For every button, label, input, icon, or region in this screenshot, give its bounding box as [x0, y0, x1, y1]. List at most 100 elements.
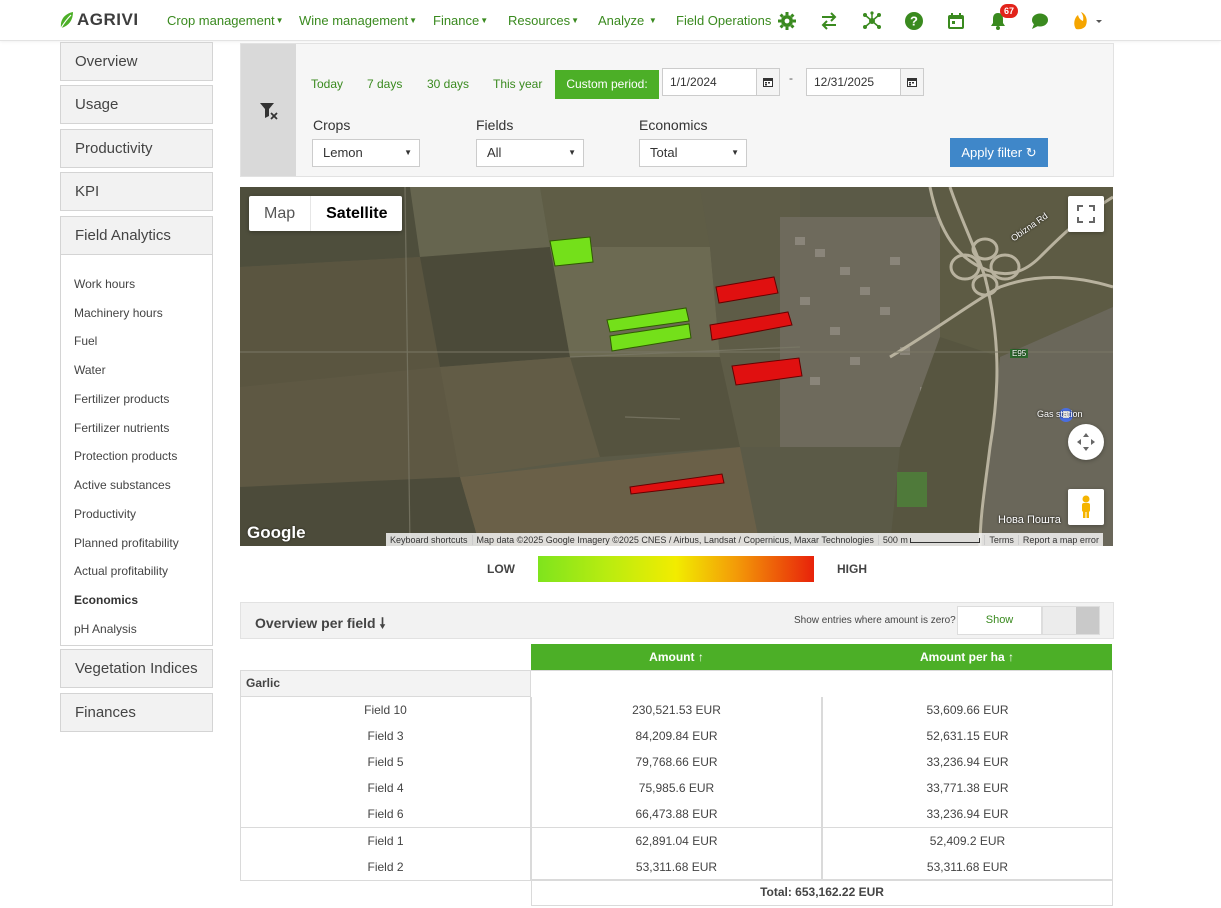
sidebar-link-active-substances[interactable]: Active substances — [74, 478, 171, 492]
map-type-map-button[interactable]: Map — [249, 196, 312, 231]
crops-select-value: Lemon — [323, 145, 363, 160]
field-name-cell: Field 5 — [240, 749, 531, 777]
amount-cell: 66,473.88 EUR — [531, 801, 822, 829]
refresh-icon: ↻ — [1025, 145, 1037, 160]
sidebar-link-fertilizer-nutrients[interactable]: Fertilizer nutrients — [74, 421, 170, 435]
move-arrows-icon — [1077, 433, 1095, 451]
sidebar-section-overview[interactable]: Overview — [60, 42, 213, 81]
map-data-credit: Map data ©2025 Google Imagery ©2025 CNES… — [473, 534, 879, 545]
nav-wine-management[interactable]: Wine management▼ — [299, 13, 418, 28]
svg-text:?: ? — [910, 14, 918, 29]
period-today[interactable]: Today — [311, 77, 344, 91]
sidebar-section-kpi[interactable]: KPI — [60, 172, 213, 211]
date-from-input[interactable]: 1/1/2024 — [662, 68, 758, 96]
amount-cell: 79,768.66 EUR — [531, 749, 822, 777]
sidebar-section-productivity[interactable]: Productivity — [60, 129, 213, 168]
sidebar-section-vegetation-indices[interactable]: Vegetation Indices — [60, 649, 213, 688]
crop-group-spacer — [531, 670, 1113, 697]
map-attribution: Keyboard shortcuts Map data ©2025 Google… — [386, 533, 1103, 546]
keyboard-shortcuts-link[interactable]: Keyboard shortcuts — [386, 534, 473, 545]
legend-low-label: LOW — [487, 562, 515, 576]
zero-amount-label: Show entries where amount is zero? — [794, 615, 956, 626]
legend-gradient-bar — [538, 556, 814, 582]
help-icon[interactable]: ? — [904, 11, 924, 31]
chevron-down-icon: ▼ — [731, 148, 739, 157]
date-from-calendar-button[interactable] — [756, 68, 780, 96]
nav-field-operations[interactable]: Field Operations — [676, 13, 772, 28]
date-to-calendar-button[interactable] — [900, 68, 924, 96]
satellite-map[interactable]: Gas station Obizna Rd E95 Нова Пошта Map… — [240, 187, 1113, 546]
sidebar-link-planned-profitability[interactable]: Planned profitability — [74, 536, 179, 550]
date-to-input[interactable]: 12/31/2025 — [806, 68, 902, 96]
sidebar-link-economics[interactable]: Economics — [74, 593, 139, 607]
date-separator: - — [789, 71, 793, 85]
column-header-amount-per-ha[interactable]: Amount per ha ↑ — [822, 644, 1112, 670]
apply-filter-label: Apply filter — [961, 145, 1023, 160]
network-icon[interactable] — [862, 11, 882, 31]
user-avatar-icon[interactable] — [1071, 11, 1103, 31]
filter-clear-icon — [260, 103, 278, 120]
leaf-logo-icon — [60, 12, 73, 29]
period-this-year[interactable]: This year — [493, 77, 543, 91]
gear-icon[interactable] — [777, 11, 797, 31]
sidebar-link-productivity[interactable]: Productivity — [74, 507, 137, 521]
chat-icon[interactable] — [1030, 11, 1050, 31]
fields-label: Fields — [476, 117, 514, 133]
sidebar-link-fuel[interactable]: Fuel — [74, 334, 98, 348]
clear-filter-button[interactable] — [241, 44, 296, 176]
field-name-cell: Field 1 — [240, 827, 531, 855]
toggle-knob — [1076, 607, 1099, 634]
sidebar-link-work-hours[interactable]: Work hours — [74, 277, 136, 291]
custom-period-button[interactable]: Custom period: — [555, 70, 659, 99]
apply-filter-button[interactable]: Apply filter ↻ — [950, 138, 1048, 167]
agrivi-logo[interactable]: AGRIVI — [59, 9, 139, 31]
calendar-icon — [907, 78, 917, 87]
nav-analyze[interactable]: Analyze ▼ — [598, 13, 657, 28]
fields-select-value: All — [487, 145, 502, 160]
street-view-button[interactable] — [1068, 489, 1104, 525]
crops-label: Crops — [313, 117, 351, 133]
sidebar-section-finances[interactable]: Finances — [60, 693, 213, 732]
report-map-error-link[interactable]: Report a map error — [1022, 534, 1099, 545]
calendar-icon[interactable] — [946, 11, 966, 31]
show-zero-button[interactable]: Show — [957, 606, 1042, 635]
sidebar-link-fertilizer-products[interactable]: Fertilizer products — [74, 392, 170, 406]
crops-select[interactable]: Lemon ▼ — [312, 139, 420, 167]
map-type-satellite-button[interactable]: Satellite — [326, 205, 388, 222]
sidebar-link-actual-profitability[interactable]: Actual profitability — [74, 564, 169, 578]
sidebar-link-machinery-hours[interactable]: Machinery hours — [74, 306, 163, 320]
field-analytics-submenu: Work hours Machinery hours Fuel Water Fe… — [60, 255, 213, 646]
economics-select-value: Total — [650, 145, 678, 160]
fullscreen-button[interactable] — [1068, 196, 1104, 232]
sidebar-link-protection-products[interactable]: Protection products — [74, 449, 178, 463]
nav-crop-management[interactable]: Crop management▼ — [167, 13, 284, 28]
map-label-gas-station: Gas station — [1037, 409, 1083, 419]
field-name-cell: Field 10 — [240, 697, 531, 724]
column-header-amount[interactable]: Amount ↑ — [531, 644, 822, 670]
calendar-icon — [763, 78, 773, 87]
sidebar-section-field-analytics[interactable]: Field Analytics — [60, 216, 213, 255]
fields-select[interactable]: All ▼ — [476, 139, 584, 167]
table-row: Field 6 66,473.88 EUR 33,236.94 EUR — [240, 801, 1113, 829]
satellite-imagery[interactable] — [240, 187, 1113, 546]
sidebar-link-water[interactable]: Water — [74, 363, 106, 377]
terms-link[interactable]: Terms — [985, 534, 1019, 545]
period-7-days[interactable]: 7 days — [367, 77, 403, 91]
fullscreen-icon — [1077, 205, 1095, 223]
filter-panel: Today 7 days 30 days This year Custom pe… — [240, 43, 1114, 177]
nav-resources[interactable]: Resources▼ — [508, 13, 580, 28]
sync-arrows-icon[interactable] — [819, 11, 839, 31]
amount-cell: 53,311.68 EUR — [531, 853, 822, 881]
amount-per-ha-cell: 33,236.94 EUR — [822, 749, 1113, 777]
sidebar-link-ph-analysis[interactable]: pH Analysis — [74, 622, 137, 636]
sidebar-section-usage[interactable]: Usage — [60, 85, 213, 124]
overview-title[interactable]: Overview per field 🠗 — [255, 613, 386, 637]
arrow-down-icon: 🠗 — [379, 615, 386, 631]
economics-select[interactable]: Total ▼ — [639, 139, 747, 167]
chevron-down-icon: ▼ — [568, 148, 576, 157]
nav-finance[interactable]: Finance▼ — [433, 13, 489, 28]
table-row: Field 3 84,209.84 EUR 52,631.15 EUR — [240, 723, 1113, 751]
zero-amount-toggle[interactable] — [1042, 606, 1100, 635]
period-30-days[interactable]: 30 days — [427, 77, 470, 91]
camera-control-button[interactable] — [1068, 424, 1104, 460]
